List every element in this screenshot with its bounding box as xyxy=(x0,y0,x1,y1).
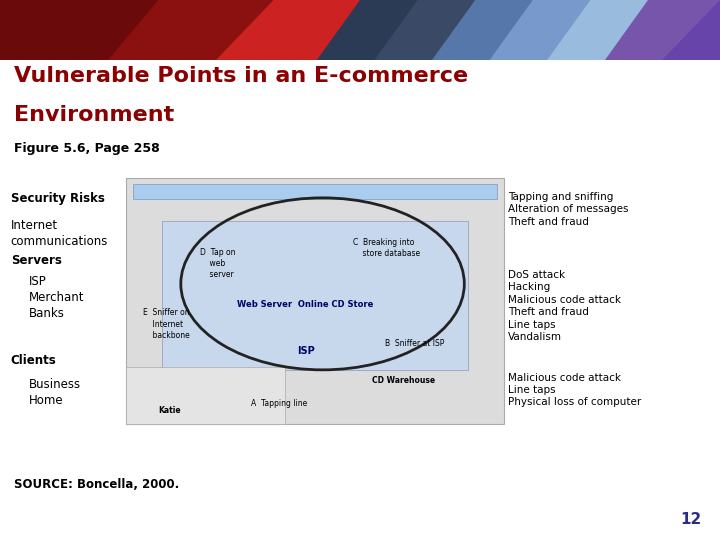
Polygon shape xyxy=(605,0,720,60)
Text: 12: 12 xyxy=(680,511,702,526)
Text: Figure 5.6, Page 258: Figure 5.6, Page 258 xyxy=(14,142,160,155)
Text: C  Breaking into
    store database: C Breaking into store database xyxy=(353,238,420,259)
Polygon shape xyxy=(0,0,216,60)
Bar xyxy=(133,184,497,199)
Polygon shape xyxy=(432,0,590,60)
Text: DoS attack: DoS attack xyxy=(508,270,564,280)
Bar xyxy=(162,221,468,370)
Text: Environment: Environment xyxy=(14,105,175,125)
Bar xyxy=(0,0,720,60)
Text: Theft and fraud: Theft and fraud xyxy=(508,307,588,318)
Bar xyxy=(126,178,504,424)
Text: Malicious code attack: Malicious code attack xyxy=(508,295,621,305)
Text: Line taps: Line taps xyxy=(508,385,555,395)
Text: Vulnerable Points in an E-commerce: Vulnerable Points in an E-commerce xyxy=(14,66,469,86)
Text: Alteration of messages: Alteration of messages xyxy=(508,204,628,214)
Text: A  Tapping line: A Tapping line xyxy=(251,399,307,408)
Text: Clients: Clients xyxy=(11,354,57,367)
Polygon shape xyxy=(108,0,331,60)
Text: SOURCE: Boncella, 2000.: SOURCE: Boncella, 2000. xyxy=(14,478,180,491)
Text: ISP: ISP xyxy=(297,347,315,356)
Polygon shape xyxy=(216,0,418,60)
Polygon shape xyxy=(662,0,720,60)
Polygon shape xyxy=(490,0,648,60)
Text: Malicious code attack: Malicious code attack xyxy=(508,373,621,383)
Text: Internet
communications: Internet communications xyxy=(11,219,108,248)
Text: Theft and fraud: Theft and fraud xyxy=(508,217,588,227)
Polygon shape xyxy=(374,0,533,60)
Text: Physical loss of computer: Physical loss of computer xyxy=(508,397,641,408)
Text: Vandalism: Vandalism xyxy=(508,332,562,342)
Text: Servers: Servers xyxy=(11,254,62,267)
Text: Katie: Katie xyxy=(158,406,181,415)
Text: Business
Home: Business Home xyxy=(29,378,81,407)
Text: Line taps: Line taps xyxy=(508,320,555,330)
Text: CD Warehouse: CD Warehouse xyxy=(372,376,436,386)
Text: ISP
Merchant
Banks: ISP Merchant Banks xyxy=(29,275,84,320)
Polygon shape xyxy=(317,0,461,60)
Text: Hacking: Hacking xyxy=(508,282,550,293)
Polygon shape xyxy=(547,0,706,60)
Bar xyxy=(126,367,285,424)
Text: Web Server  Online CD Store: Web Server Online CD Store xyxy=(238,300,374,309)
Text: Tapping and sniffing: Tapping and sniffing xyxy=(508,192,613,202)
Text: E  Sniffer on
    Internet
    backbone: E Sniffer on Internet backbone xyxy=(143,308,190,340)
Text: Security Risks: Security Risks xyxy=(11,192,104,205)
Text: D  Tap on
    web
    server: D Tap on web server xyxy=(199,248,235,279)
Text: B  Sniffer at ISP: B Sniffer at ISP xyxy=(385,339,444,348)
